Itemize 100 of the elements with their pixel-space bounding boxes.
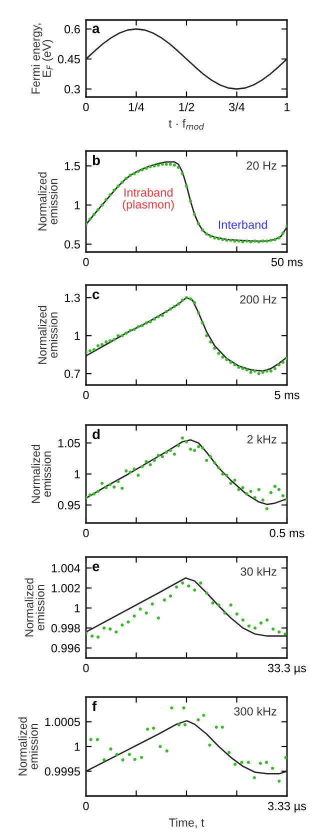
point [188,297,192,300]
point [201,228,204,232]
point [261,239,264,243]
chart-title: c [92,292,100,300]
y-tick-label: 0.95 [58,501,80,510]
point [192,301,196,304]
point [225,358,228,362]
point [221,238,224,242]
point [257,372,260,376]
y-tick-label: 1 [74,604,80,612]
point [197,222,200,226]
point [187,584,190,588]
point [237,239,240,243]
point [144,166,148,170]
point [120,623,124,627]
y-axis-title: Normalized emission [31,444,51,503]
point [116,184,120,188]
point [205,232,208,236]
point [140,756,144,759]
y-tick-label: 1 [74,201,80,210]
point [120,180,124,184]
point [158,744,162,748]
point [233,239,236,243]
point [108,193,112,196]
point [184,440,188,444]
point [225,238,228,242]
y-axis-title: Fermi energy, E$_{F}$ (eV) [31,24,54,94]
point [124,332,128,335]
point [176,302,180,306]
x-axis-title: t · f$_{mod}$ [168,119,204,130]
point [269,491,272,494]
point [233,363,236,366]
point [174,585,178,589]
x-tick-label: 0 [83,390,89,400]
point [197,445,200,448]
point [217,603,220,607]
point [156,454,160,457]
point [277,363,281,366]
point [217,466,220,470]
point [213,461,216,464]
point [128,470,132,474]
y-tick-label: 0.9995 [44,767,80,776]
y-tick-label: 0.45 [58,55,80,64]
point [265,507,268,510]
point [146,728,150,731]
point [148,463,152,466]
x-tick-label: 0 [83,664,89,672]
y-tick-label: 0.3 [64,85,80,94]
point [269,238,272,242]
x-tick-label: 50 ms [271,258,303,266]
point [88,494,92,497]
y-axis-title: Normalized emission [24,578,44,636]
point [253,239,256,243]
point [132,467,136,471]
y-tick-label: 0.6 [64,25,80,34]
point [144,321,148,325]
point [261,370,264,374]
chart-title: e [92,564,100,572]
annotation: 30 kHz [240,567,276,576]
point [160,455,164,458]
point [165,749,168,753]
point [160,162,164,166]
point [144,611,148,615]
point [265,370,268,373]
point [133,758,136,761]
point [152,726,156,730]
point [221,472,224,476]
x-tick-label: 0 [83,102,89,112]
point [100,342,104,346]
point [164,310,168,314]
point [124,176,128,180]
point [278,630,281,634]
point [184,184,188,188]
point [223,611,226,615]
point [140,168,144,172]
x-axis-title: Time, t [168,818,204,828]
point [245,492,248,496]
point [128,329,132,332]
point [257,488,260,492]
point [100,482,104,485]
y-tick-label: 1.3 [64,294,80,302]
annotation: 200 Hz [240,295,276,304]
y-axis-title: Normalized emission [38,172,58,230]
point [152,318,156,321]
point [136,474,140,477]
point [96,635,100,639]
point [220,726,224,729]
point [172,304,176,308]
point [258,762,262,765]
point [265,239,268,243]
point [104,486,108,490]
point [180,436,184,440]
point [253,626,257,630]
point [249,490,252,493]
point [205,458,208,462]
point [150,602,154,606]
y-tick-label: 0.7 [64,370,80,378]
point [264,760,268,764]
point [217,237,220,240]
point [156,164,160,167]
